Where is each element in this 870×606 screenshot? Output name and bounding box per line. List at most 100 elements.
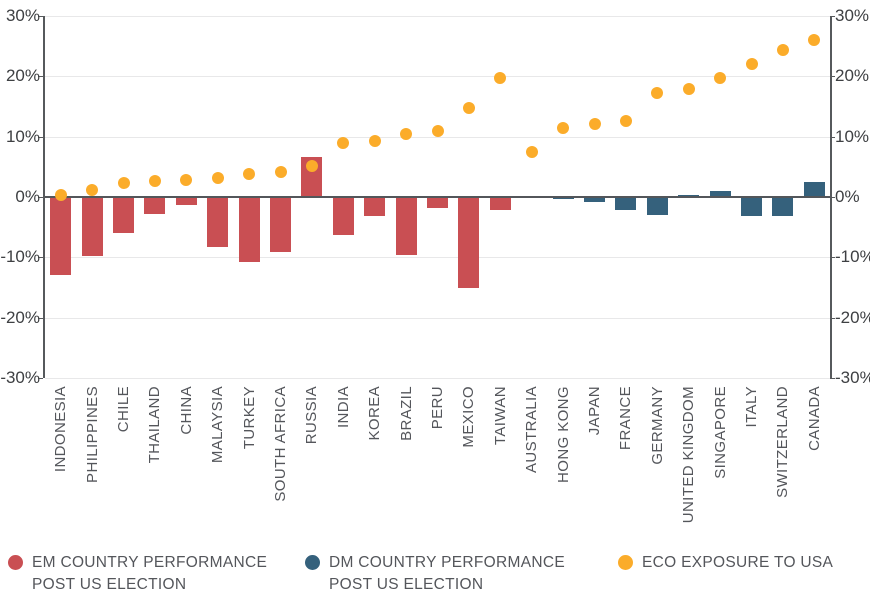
x-label-south-africa: SOUTH AFRICA	[265, 386, 296, 502]
bar-france	[615, 197, 637, 210]
x-label-text: ITALY	[742, 386, 760, 428]
dot-hong-kong	[557, 122, 570, 135]
x-label-text: KOREA	[366, 386, 384, 441]
legend-item-eco: ECO EXPOSURE TO USA	[618, 552, 833, 574]
x-label-hong-kong: HONG KONG	[547, 386, 578, 483]
gridline	[45, 16, 830, 17]
eco-legend-dot-icon	[618, 555, 633, 570]
x-label-text: CHILE	[114, 386, 132, 433]
dot-taiwan	[494, 71, 507, 84]
x-label-text: CANADA	[805, 386, 823, 451]
legend-item-eco-label: ECO EXPOSURE TO USA	[642, 552, 833, 574]
x-label-mexico: MEXICO	[453, 386, 484, 448]
y-axis-label-left: -10%	[0, 247, 40, 267]
x-label-malaysia: MALAYSIA	[202, 386, 233, 463]
axis-tick	[38, 136, 43, 138]
dot-thailand	[148, 174, 161, 187]
dot-switzerland	[776, 44, 789, 57]
x-label-taiwan: TAIWAN	[485, 386, 516, 445]
dot-peru	[431, 125, 444, 138]
x-label-text: FRANCE	[617, 386, 635, 451]
x-label-text: PHILIPPINES	[83, 386, 101, 483]
bar-chile	[113, 197, 134, 234]
em-legend-dot-icon	[8, 555, 23, 570]
y-axis-label-left: 10%	[5, 126, 40, 146]
x-label-united-kingdom: UNITED KINGDOM	[673, 386, 704, 523]
axis-tick	[38, 197, 43, 198]
bar-canada	[803, 181, 825, 197]
x-label-japan: JAPAN	[579, 386, 610, 435]
plot-area	[45, 16, 830, 379]
x-label-text: THAILAND	[146, 386, 164, 464]
bar-brazil	[395, 197, 417, 255]
legend-em-line1: EM COUNTRY PERFORMANCE	[32, 554, 268, 571]
dot-philippines	[86, 183, 99, 196]
axis-tick	[830, 16, 835, 17]
dot-malaysia	[211, 171, 224, 184]
x-label-text: SINGAPORE	[711, 386, 729, 479]
legend-dm-line2: POST US ELECTION	[329, 575, 484, 593]
axis-tick	[38, 16, 43, 17]
axis-tick	[830, 136, 835, 138]
bar-japan	[584, 197, 605, 202]
dot-turkey	[243, 168, 256, 181]
x-label-brazil: BRAZIL	[390, 386, 421, 441]
dot-australia	[525, 145, 538, 158]
axis-tick	[38, 378, 43, 379]
x-label-italy: ITALY	[736, 386, 767, 427]
dot-brazil	[400, 128, 413, 141]
dot-china	[180, 173, 193, 186]
bar-peru	[427, 197, 448, 208]
x-label-text: TURKEY	[240, 386, 258, 450]
x-label-china: CHINA	[171, 386, 202, 435]
bar-germany	[646, 197, 668, 216]
gridline	[45, 317, 830, 319]
dot-italy	[745, 58, 758, 71]
y-axis-label-right: -20%	[835, 307, 870, 327]
y-axis-label-right: 30%	[835, 6, 870, 25]
x-label-text: BRAZIL	[397, 386, 415, 441]
axis-tick	[830, 257, 835, 259]
x-label-philippines: PHILIPPINES	[76, 386, 107, 483]
dot-canada	[808, 34, 821, 47]
dot-indonesia	[54, 188, 67, 201]
x-label-text: SWITZERLAND	[774, 386, 792, 498]
x-label-chile: CHILE	[108, 386, 139, 432]
gridline	[45, 378, 830, 379]
x-label-singapore: SINGAPORE	[704, 386, 735, 479]
bar-south-africa	[270, 197, 291, 252]
bar-china	[175, 197, 197, 206]
bar-india	[332, 197, 354, 235]
y-axis-label-left: -20%	[0, 307, 40, 327]
bar-singapore	[709, 190, 731, 197]
x-label-india: INDIA	[328, 386, 359, 428]
y-axis-label-left: 0%	[15, 187, 40, 206]
axis-tick	[38, 257, 43, 259]
bar-turkey	[238, 197, 260, 263]
bar-indonesia	[50, 197, 72, 276]
gridline	[45, 136, 830, 138]
x-label-text: SOUTH AFRICA	[271, 386, 289, 502]
x-label-germany: GERMANY	[642, 386, 673, 465]
dot-chile	[117, 177, 130, 190]
axis-tick	[38, 76, 43, 78]
legend-em-line2: POST US ELECTION	[32, 575, 187, 593]
legend-item-em-label: EM COUNTRY PERFORMANCE POST US ELECTION	[32, 552, 267, 595]
bar-philippines	[81, 197, 103, 256]
bar-mexico	[458, 197, 480, 289]
legend-eco-line1: ECO EXPOSURE TO USA	[642, 554, 834, 571]
x-label-text: INDONESIA	[52, 386, 70, 473]
axis-tick	[830, 76, 835, 78]
x-label-russia: RUSSIA	[296, 386, 327, 444]
bar-united-kingdom	[678, 194, 700, 197]
axis-tick	[830, 197, 835, 198]
bar-switzerland	[772, 197, 794, 216]
x-label-peru: PERU	[422, 386, 453, 429]
dot-germany	[651, 86, 664, 99]
legend-item-dm: DM COUNTRY PERFORMANCE POST US ELECTION	[305, 552, 565, 595]
x-label-indonesia: INDONESIA	[45, 386, 76, 472]
legend-dm-line1: DM COUNTRY PERFORMANCE	[329, 554, 565, 571]
x-label-turkey: TURKEY	[233, 386, 264, 449]
y-axis-label-right: 10%	[835, 126, 870, 146]
axis-line	[830, 16, 832, 378]
